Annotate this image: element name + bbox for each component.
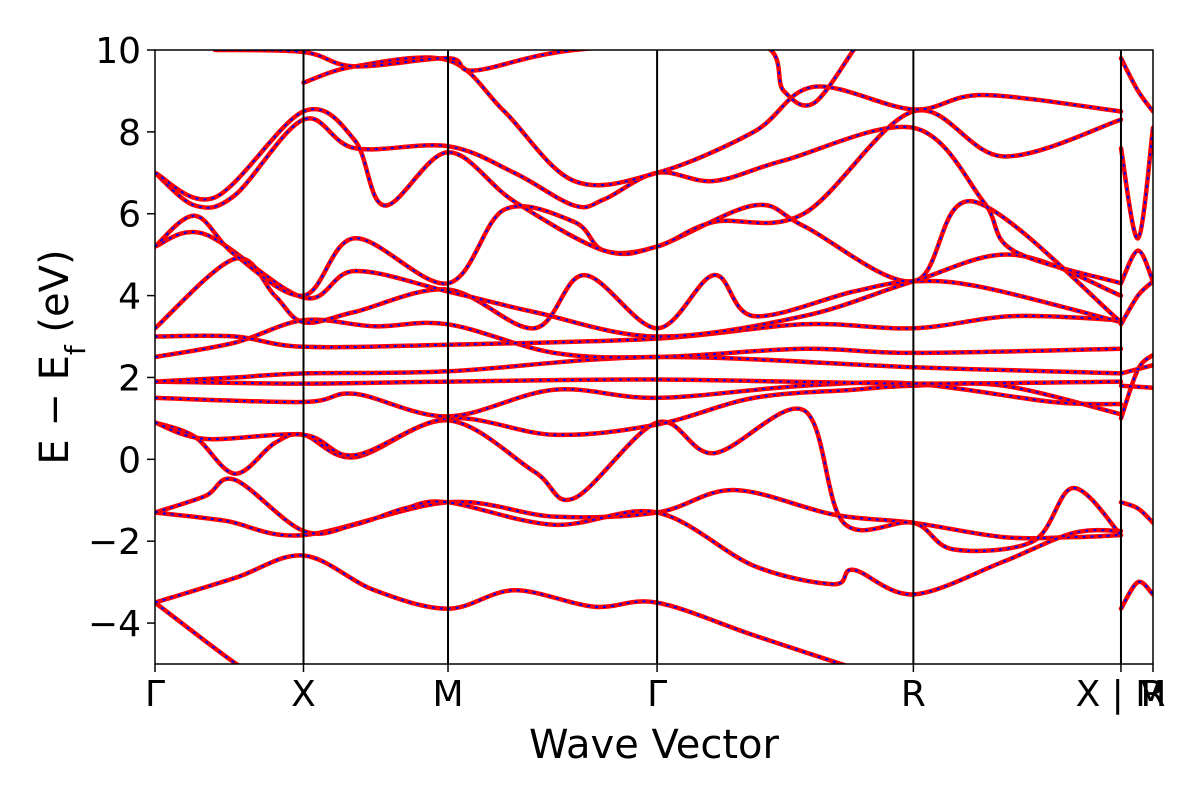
x-tick-label: R [1140,674,1165,715]
y-tick-label: 10 [95,31,141,72]
band-line-dotted [155,601,239,664]
y-tick-label: −4 [88,604,141,645]
band-line-dotted [1120,580,1153,610]
x-tick-label: Γ [647,674,667,715]
band-line-solid [155,553,849,664]
band-line-dotted [155,477,1122,596]
x-tick-label: R [901,674,926,715]
y-axis-label-unit: (eV) [32,249,78,345]
band-line-dotted [1120,384,1153,389]
x-axis-label: Wave Vector [529,722,780,768]
band-line-dotted [155,314,1122,349]
band-line-dotted [155,231,1122,338]
band-line-dotted [155,318,1122,359]
y-tick-label: −2 [88,522,141,563]
band-line-solid [1118,500,1153,526]
y-tick-label: 2 [118,358,141,399]
band-line-dotted [155,382,1122,457]
band-line-dotted [1120,364,1153,375]
y-axis-label-subscript: f [59,344,92,355]
band-line-dotted [155,381,1122,418]
band-line-dotted [155,554,845,664]
band-line-dotted [1120,249,1153,284]
band-line-solid [155,406,1124,554]
plot-frame [154,49,1154,665]
band-line-dotted [155,355,1122,383]
band-line-dotted [155,200,1122,323]
band-line-solid [155,380,1124,419]
band-line-solid [155,381,1124,458]
band-line-solid [1118,279,1153,327]
band-line-dotted [155,257,1122,330]
x-tick-label: X [291,674,316,715]
band-line-dotted [303,56,1122,187]
y-axis-label: E − Ef (eV) [32,249,92,464]
y-tick-label: 6 [118,195,141,236]
y-tick-label: 4 [118,277,141,318]
y-tick-label: 8 [118,113,141,154]
band-line-solid [1118,125,1153,241]
y-tick-label: 0 [118,440,141,481]
high-symmetry-lines [302,50,1122,664]
band-line-dotted [1120,280,1153,325]
x-tick-label: Γ [145,674,165,715]
band-line-dotted [1120,57,1153,112]
band-line-dotted [155,488,1122,540]
band-line-solid [1118,579,1153,611]
band-line-dotted [1120,501,1153,524]
band-line-solid [155,199,1124,325]
x-tick-label: X | M [1076,674,1167,715]
band-line-dotted [155,378,1122,385]
band-line-dotted [214,50,855,107]
band-lines [155,50,1153,664]
y-axis-ticks: −4 −2 0 2 4 6 8 10 [88,31,155,645]
y-axis-label-main: E − E [32,355,78,465]
band-line-solid [155,116,1124,286]
x-tick-label: M [432,674,463,715]
